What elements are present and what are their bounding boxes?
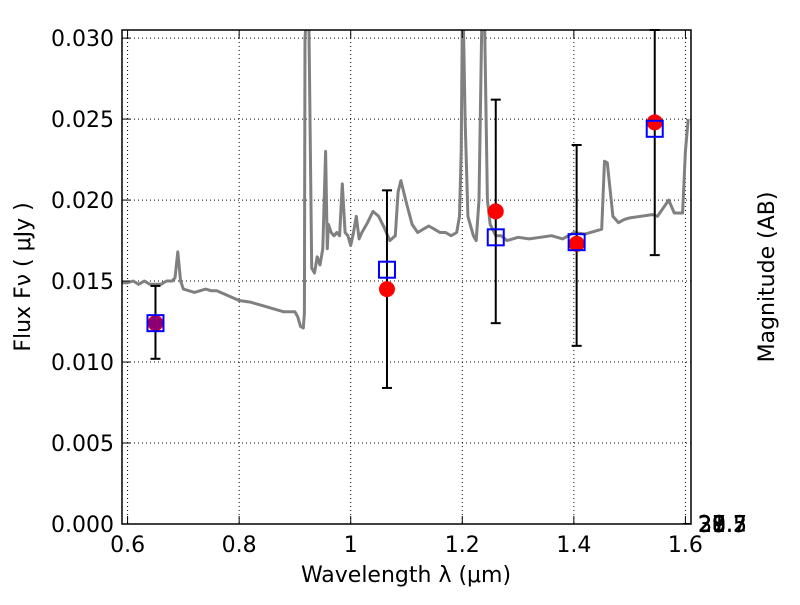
observed-point (487, 203, 504, 220)
mag-tick-label: 29.5 (698, 513, 747, 538)
y-tick-label: 0.030 (51, 27, 114, 52)
overlap-point (148, 316, 163, 331)
model-point (645, 119, 664, 138)
mag-tick-label: 31 (698, 513, 726, 538)
mag-tick-label: 28.5 (698, 513, 747, 538)
y-tick-label: 0.020 (51, 189, 114, 214)
model-point (377, 260, 396, 279)
y-tick-label: 0.005 (51, 432, 114, 457)
y-tick-label: 0.025 (51, 108, 114, 133)
model-point (486, 228, 505, 247)
mag-tick-label: 27.7 (698, 513, 747, 538)
model-point (146, 314, 165, 333)
observed-point (378, 281, 395, 298)
x-tick-label: 1.4 (556, 533, 591, 558)
plot-frame (121, 29, 692, 525)
marker-layer (146, 114, 664, 333)
x-tick-label: 0.6 (110, 533, 145, 558)
observed-point (568, 235, 585, 252)
mag-tick-label: 28.2 (698, 513, 747, 538)
x-tick-label: 1.6 (668, 533, 703, 558)
model-point (567, 233, 586, 252)
y-tick-label: 0.010 (51, 351, 114, 376)
y-tick-label: 0.000 (51, 513, 114, 538)
x-tick-label: 0.8 (222, 533, 257, 558)
y-tick-label: 0.015 (51, 270, 114, 295)
mag-tick-label: 28 (698, 513, 726, 538)
right-y-axis-label: Magnitude (AB) (755, 192, 780, 363)
mag-tick-label: 29 (698, 513, 726, 538)
x-tick-label: 1 (344, 533, 358, 558)
y-axis-label: Flux Fν ( μJy ) (11, 202, 36, 351)
x-axis-label: Wavelength λ (μm) (301, 563, 511, 588)
axes: 0.6 0.8 1 1.2 1.4 1.6 0.000 0.005 0.010 0.015 0.02… (51, 27, 747, 558)
mag-tick-label: 30 (698, 513, 726, 538)
x-tick-label: 1.2 (445, 533, 480, 558)
observed-point (646, 114, 663, 131)
